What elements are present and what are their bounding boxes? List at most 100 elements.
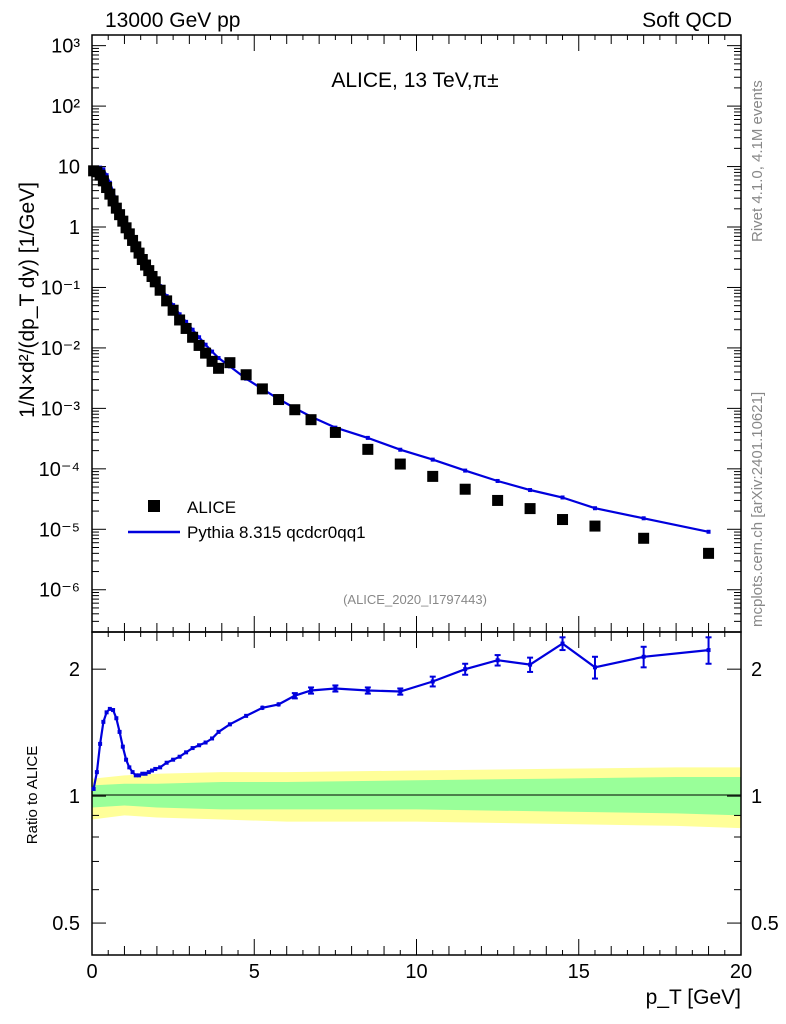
main-title: ALICE, 13 TeV,π± xyxy=(331,69,498,92)
alice-point xyxy=(110,202,122,214)
main-y-tick-label: 10⁻³ xyxy=(41,398,81,420)
ratio-point xyxy=(146,770,151,775)
alice-point xyxy=(140,259,152,271)
pythia-point xyxy=(706,529,711,534)
alice-point xyxy=(133,247,145,259)
mcplots-label: mcplots.cern.ch [arXiv:2401.10621] xyxy=(749,392,766,627)
alice-point xyxy=(524,503,536,515)
ratio-point xyxy=(560,641,565,646)
ratio-point xyxy=(309,688,314,693)
alice-point xyxy=(394,458,406,470)
alice-point xyxy=(120,222,132,234)
ratio-point xyxy=(706,648,711,653)
header-right-label: Soft QCD xyxy=(642,9,732,32)
ratio-point xyxy=(171,757,176,762)
ratio-point xyxy=(94,770,99,775)
ratio-point xyxy=(101,719,106,724)
alice-point xyxy=(638,532,650,544)
legend-marker-alice xyxy=(148,500,160,512)
pythia-point xyxy=(190,327,195,332)
alice-point xyxy=(187,331,199,343)
x-tick-label: 20 xyxy=(730,961,752,983)
uncertainty-bands xyxy=(92,767,741,829)
legend: ALICE Pythia 8.315 qcdcr0qq1 xyxy=(128,498,366,542)
ratio-point xyxy=(333,686,338,691)
main-y-tick-label: 10⁻¹ xyxy=(41,277,81,299)
ratio-point xyxy=(117,729,122,734)
pythia-point xyxy=(210,349,215,354)
pythia-point xyxy=(560,495,565,500)
main-panel: 10⁻⁶ 10⁻⁵ 10⁻⁴ 10⁻³ 10⁻² 10⁻¹ 1 10 10² 10³ ALICE,… xyxy=(16,34,742,633)
ratio-point xyxy=(111,708,116,713)
alice-point xyxy=(206,355,218,367)
pythia-point xyxy=(398,447,403,452)
pythia-point xyxy=(216,356,221,361)
ratio-curve xyxy=(92,642,709,790)
x-tick-label: 5 xyxy=(249,961,260,983)
pythia-point xyxy=(641,516,646,521)
alice-point xyxy=(143,265,155,277)
alice-point xyxy=(427,470,439,482)
main-y-tick-label: 10⁻⁵ xyxy=(39,519,80,541)
ratio-point xyxy=(463,667,468,672)
ratio-point xyxy=(244,713,249,718)
alice-point xyxy=(161,295,173,307)
ratio-point xyxy=(137,773,142,778)
main-y-tick-label: 10⁻⁶ xyxy=(39,580,80,602)
ratio-point xyxy=(107,706,112,711)
pythia-series xyxy=(91,165,711,534)
ratio-point xyxy=(184,750,189,755)
ratio-axis-ticks xyxy=(91,632,742,955)
ratio-y-tick-label-right: 0.5 xyxy=(751,913,779,935)
ratio-point xyxy=(365,688,370,693)
alice-point xyxy=(123,228,135,240)
ratio-point xyxy=(143,771,148,776)
main-y-tick-label: 10² xyxy=(51,96,80,118)
ratio-point xyxy=(495,658,500,663)
alice-point xyxy=(200,347,212,359)
ratio-panel: 0.5 0.5 1 1 2 2 0 5 10 15 20 Ratio to ALICE p_T [… xyxy=(24,631,779,1009)
alice-point xyxy=(97,175,109,187)
main-y-tick-label: 1 xyxy=(69,217,80,239)
main-y-axis-label: 1/N×d²/(dp_T dy) [1/GeV] xyxy=(16,182,39,418)
pythia-line xyxy=(93,166,709,533)
ratio-point xyxy=(190,746,195,751)
alice-point xyxy=(136,254,148,266)
pythia-point xyxy=(592,506,597,511)
ratio-point xyxy=(398,689,403,694)
ratio-point xyxy=(227,722,232,727)
pythia-point xyxy=(104,173,109,178)
alice-point xyxy=(329,426,341,438)
main-y-tick-labels: 10⁻⁶ 10⁻⁵ 10⁻⁴ 10⁻³ 10⁻² 10⁻¹ 1 10 10² 10³ xyxy=(39,36,81,602)
x-tick-labels: 0 5 10 15 20 xyxy=(86,961,752,983)
x-tick-label: 15 xyxy=(568,961,590,983)
alice-series xyxy=(88,165,715,559)
ratio-point xyxy=(203,740,208,745)
alice-point xyxy=(174,314,186,326)
alice-point xyxy=(101,182,113,194)
alice-point xyxy=(180,322,192,334)
watermark-label: (ALICE_2020_I1797443) xyxy=(343,592,487,607)
ratio-point xyxy=(216,729,221,734)
x-tick-label: 0 xyxy=(86,961,97,983)
ratio-point xyxy=(197,743,202,748)
x-axis-label: p_T [GeV] xyxy=(646,986,741,1009)
pythia-point xyxy=(365,435,370,440)
alice-point xyxy=(305,414,317,426)
alice-point xyxy=(104,188,116,200)
ratio-y-tick-labels: 0.5 0.5 1 1 2 2 xyxy=(52,659,779,935)
ratio-y-tick-label: 0.5 xyxy=(52,913,80,935)
pythia-point xyxy=(203,342,208,347)
alice-point xyxy=(492,494,504,506)
ratio-y-tick-label-right: 1 xyxy=(751,786,762,808)
alice-point xyxy=(224,357,236,369)
alice-point xyxy=(149,276,161,288)
ratio-point xyxy=(150,768,155,773)
ratio-point xyxy=(91,786,96,791)
legend-label-pythia: Pythia 8.315 qcdcr0qq1 xyxy=(187,523,366,542)
alice-point xyxy=(117,215,129,227)
ratio-point xyxy=(260,705,265,710)
ratio-point xyxy=(127,765,132,770)
header-left-label: 13000 GeV pp xyxy=(105,9,240,32)
ratio-point xyxy=(210,736,215,741)
